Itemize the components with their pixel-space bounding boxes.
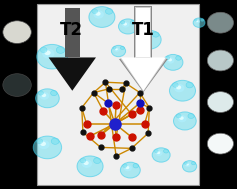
Circle shape bbox=[207, 133, 233, 154]
Circle shape bbox=[173, 83, 178, 87]
Circle shape bbox=[122, 22, 129, 28]
Circle shape bbox=[36, 89, 59, 108]
Circle shape bbox=[188, 113, 194, 119]
Circle shape bbox=[167, 57, 174, 64]
Bar bbox=[64, 8, 80, 57]
Bar bbox=[134, 6, 152, 59]
Circle shape bbox=[169, 80, 196, 101]
Circle shape bbox=[142, 34, 151, 41]
Circle shape bbox=[176, 85, 181, 89]
Circle shape bbox=[42, 49, 55, 59]
Circle shape bbox=[154, 149, 158, 153]
Circle shape bbox=[83, 161, 89, 165]
Circle shape bbox=[80, 158, 86, 163]
Circle shape bbox=[184, 162, 187, 164]
Circle shape bbox=[51, 91, 57, 96]
Circle shape bbox=[120, 46, 124, 50]
Circle shape bbox=[133, 163, 139, 168]
Circle shape bbox=[152, 148, 170, 162]
Circle shape bbox=[3, 21, 31, 43]
Polygon shape bbox=[120, 58, 167, 91]
Bar bbox=[37, 4, 199, 185]
Circle shape bbox=[105, 8, 113, 14]
Circle shape bbox=[174, 84, 184, 92]
Circle shape bbox=[185, 163, 191, 167]
Circle shape bbox=[201, 19, 204, 21]
Circle shape bbox=[93, 10, 104, 19]
Circle shape bbox=[191, 162, 196, 165]
Circle shape bbox=[143, 35, 148, 39]
Circle shape bbox=[165, 56, 170, 60]
Circle shape bbox=[157, 151, 160, 154]
Circle shape bbox=[56, 46, 65, 53]
Circle shape bbox=[40, 47, 47, 53]
Circle shape bbox=[38, 140, 50, 149]
Circle shape bbox=[111, 45, 126, 57]
Polygon shape bbox=[49, 57, 96, 91]
Circle shape bbox=[125, 166, 129, 169]
Circle shape bbox=[163, 54, 183, 70]
Circle shape bbox=[95, 12, 100, 16]
Circle shape bbox=[113, 47, 116, 49]
Circle shape bbox=[115, 48, 118, 50]
Circle shape bbox=[155, 150, 163, 156]
Circle shape bbox=[179, 116, 184, 120]
Circle shape bbox=[41, 93, 46, 97]
Circle shape bbox=[186, 163, 189, 166]
Circle shape bbox=[178, 115, 187, 122]
Circle shape bbox=[186, 82, 193, 88]
Circle shape bbox=[33, 136, 62, 159]
Circle shape bbox=[40, 142, 46, 146]
Circle shape bbox=[173, 112, 196, 130]
Circle shape bbox=[3, 74, 31, 96]
Circle shape bbox=[51, 138, 59, 144]
Circle shape bbox=[152, 32, 159, 37]
Circle shape bbox=[176, 56, 181, 60]
Circle shape bbox=[195, 19, 197, 21]
Circle shape bbox=[40, 92, 49, 100]
Circle shape bbox=[123, 164, 127, 167]
Circle shape bbox=[123, 22, 127, 26]
Circle shape bbox=[38, 91, 44, 95]
Bar bbox=[136, 8, 150, 57]
Circle shape bbox=[94, 158, 101, 163]
Circle shape bbox=[137, 30, 161, 49]
Circle shape bbox=[176, 114, 181, 118]
Text: T2: T2 bbox=[59, 21, 83, 39]
Circle shape bbox=[168, 58, 172, 61]
Circle shape bbox=[36, 139, 43, 144]
Circle shape bbox=[124, 165, 132, 171]
Circle shape bbox=[195, 20, 200, 23]
Circle shape bbox=[121, 21, 125, 24]
Circle shape bbox=[89, 7, 115, 27]
Bar bbox=[135, 7, 151, 58]
Circle shape bbox=[207, 92, 233, 112]
Circle shape bbox=[207, 12, 233, 33]
Circle shape bbox=[207, 50, 233, 71]
Circle shape bbox=[193, 18, 205, 27]
Circle shape bbox=[118, 19, 137, 34]
Polygon shape bbox=[119, 59, 168, 92]
Text: T1: T1 bbox=[132, 21, 155, 39]
Circle shape bbox=[44, 50, 51, 55]
Circle shape bbox=[77, 156, 103, 177]
Circle shape bbox=[92, 9, 98, 14]
Circle shape bbox=[196, 20, 199, 22]
Circle shape bbox=[131, 20, 136, 24]
Circle shape bbox=[114, 47, 119, 52]
Polygon shape bbox=[121, 57, 166, 91]
Circle shape bbox=[140, 33, 146, 37]
Circle shape bbox=[82, 160, 92, 168]
Circle shape bbox=[182, 161, 197, 172]
Circle shape bbox=[120, 162, 140, 178]
Circle shape bbox=[164, 149, 169, 153]
Circle shape bbox=[37, 44, 68, 69]
